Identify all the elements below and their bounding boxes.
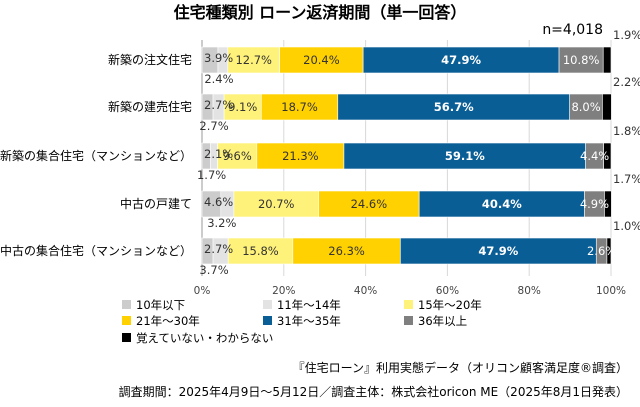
data-label: 1.9%: [613, 28, 640, 42]
bar-segment: [558, 46, 604, 74]
bar-segment: [227, 237, 294, 265]
legend-label: 31年～35年: [277, 314, 341, 328]
category-label: 新築の集合住宅（マンションなど）: [0, 148, 192, 163]
data-label: 4.9%: [580, 197, 609, 211]
legend-label: 11年～14年: [277, 298, 341, 312]
data-label: 8.0%: [571, 100, 600, 114]
data-label: 4.6%: [204, 195, 233, 209]
bar-segment: [279, 46, 364, 74]
data-label: 24.6%: [351, 197, 388, 211]
category-label: 中古の集合住宅（マンションなど）: [0, 243, 192, 258]
x-tick-label: 60%: [436, 285, 459, 297]
category-label: 新築の注文住宅: [108, 52, 192, 67]
data-labels-group: 3.9% 2.4%12.7% 20.4% 47.9% 10.8% 1.9% 2.7% 2.7%…: [197, 28, 640, 277]
x-tick-label: 100%: [596, 285, 626, 297]
legend-swatch: [404, 316, 413, 325]
legend-swatch: [263, 300, 272, 309]
data-label: 15.8%: [242, 244, 279, 258]
bar-segment: [337, 93, 570, 121]
data-label: 2.7%: [204, 98, 233, 112]
data-label: 56.7%: [434, 100, 474, 114]
data-label: 2.7%: [204, 242, 233, 256]
bar-segment: [400, 237, 597, 265]
data-label: 47.9%: [441, 53, 481, 67]
bar-segment: [227, 46, 281, 74]
legend-label: 36年以上: [418, 314, 467, 328]
data-label: 9.1%: [228, 100, 257, 114]
legend-swatch: [122, 300, 131, 309]
legend-swatch: [122, 333, 131, 342]
data-label: 20.7%: [258, 197, 295, 211]
data-label: 10.8%: [563, 53, 600, 67]
category-label: 中古の戸建て: [120, 196, 192, 211]
legend-label: 15年～20年: [418, 298, 482, 312]
legend-label: 21年～30年: [136, 314, 200, 328]
data-label: 4.4%: [580, 149, 609, 163]
bar-segment: [606, 237, 612, 265]
bar-segment: [261, 93, 339, 121]
bar-segment: [256, 142, 345, 170]
bars-group: [201, 46, 612, 265]
bar-segment: [217, 142, 258, 170]
x-tick-label: 40%: [354, 285, 377, 297]
data-label: 40.4%: [482, 197, 522, 211]
category-label: 新築の建売住宅: [108, 99, 192, 114]
x-tick-label: 0%: [194, 285, 211, 297]
x-tick-labels-group: 0% 20% 40% 60% 80% 100%: [194, 285, 626, 297]
data-label: 2.1%: [204, 147, 233, 161]
bar-segment: [604, 190, 612, 218]
data-label: 1.0%: [613, 219, 640, 233]
chart-title: 住宅種類別 ローン返済期間（単一回答）: [174, 3, 467, 22]
x-tick-label: 20%: [272, 285, 295, 297]
data-label: 59.1%: [445, 149, 485, 163]
bar-segment: [292, 237, 401, 265]
legend-swatch: [122, 316, 131, 325]
x-tick-label: 80%: [518, 285, 541, 297]
legend-swatch: [404, 300, 413, 309]
data-label: 3.9%: [204, 51, 233, 65]
data-label: 3.7%: [199, 263, 228, 277]
bar-segment: [233, 190, 319, 218]
data-label: 2.6%: [587, 244, 616, 258]
data-label: 9.6%: [223, 149, 252, 163]
data-label: 3.2%: [207, 216, 236, 230]
period-note: 調査期間：2025年4月9日～5月12日／調査主体：株式会社oricon ME（…: [119, 384, 628, 399]
legend-label: 10年以下: [136, 298, 185, 312]
legend: 10年以下 11年～14年 15年～20年 21年～30年 31年～35年 36年以上覚え…: [122, 298, 482, 345]
data-label: 47.9%: [478, 244, 518, 258]
legend-swatch: [263, 316, 272, 325]
sample-size: n=4,018: [542, 22, 603, 38]
bar-segment: [569, 93, 603, 121]
data-label: 2.2%: [613, 75, 640, 89]
data-label: 12.7%: [235, 53, 272, 67]
data-label: 26.3%: [328, 244, 365, 258]
bar-segment: [602, 46, 612, 74]
bar-segment: [602, 93, 612, 121]
data-label: 20.4%: [303, 53, 340, 67]
data-label: 1.7%: [197, 168, 226, 182]
legend-label: 覚えていない・わからない: [136, 331, 273, 345]
data-label: 1.7%: [613, 172, 640, 186]
data-label: 1.8%: [613, 124, 640, 138]
bar-segment: [418, 190, 585, 218]
source-note: 『住宅ローン』利用実態データ（オリコン顧客満足度®調査）: [293, 360, 628, 375]
data-label: 21.3%: [282, 149, 319, 163]
data-label: 2.4%: [204, 72, 233, 86]
data-label: 18.7%: [281, 100, 318, 114]
bar-segment: [603, 142, 612, 170]
data-label: 2.7%: [199, 119, 228, 133]
